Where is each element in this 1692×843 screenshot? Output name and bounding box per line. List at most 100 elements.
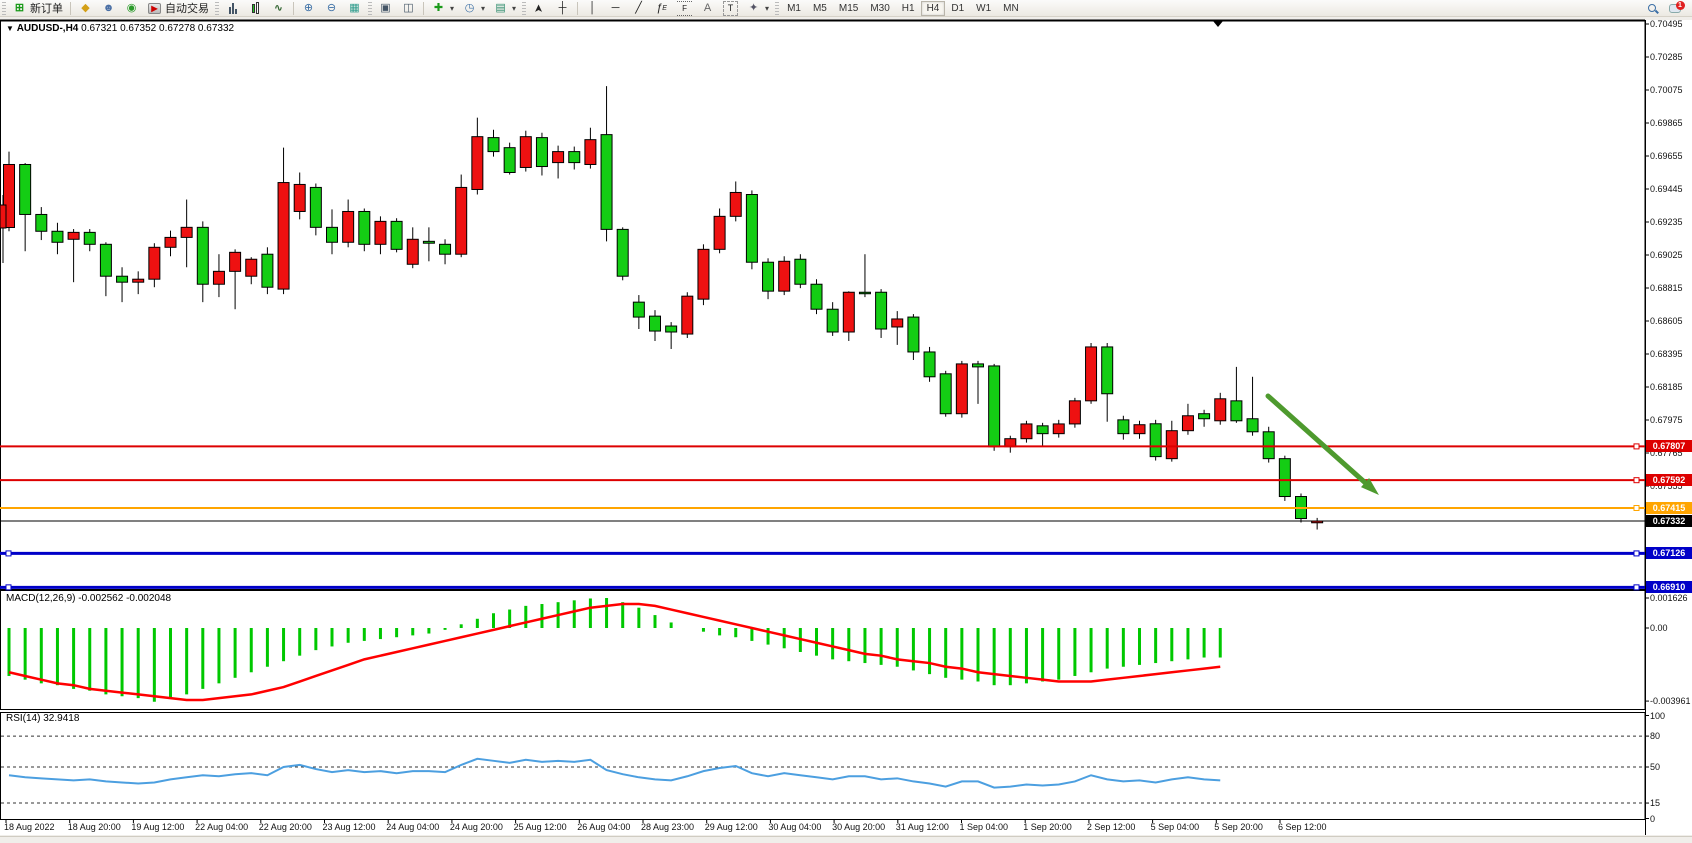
price-badge-resistance-1: 0.67807 [1646,440,1692,453]
template-icon: ▤ [495,1,506,14]
price-badge-target-1: 0.67126 [1646,547,1692,560]
text-label-button[interactable]: T [719,0,742,16]
auto-trading-icon: ▶ [147,1,162,16]
macd-label: MACD(12,26,9) -0.002562 -0.002048 [6,593,172,604]
rsi-label: RSI(14) 32.9418 [6,713,80,724]
text-button[interactable]: A [696,1,719,16]
one-click-expander-icon[interactable]: ▼ [6,24,14,33]
horizontal-line-icon: ─ [611,1,620,14]
trendline-button[interactable]: ╱ [627,1,650,16]
hline-handle-right[interactable] [1633,443,1640,450]
zoom-in-button[interactable]: ⊕ [297,1,320,16]
horizontal-line-button[interactable]: ─ [604,1,627,16]
chevron-down-icon: ▾ [765,3,770,13]
bar-chart-button[interactable] [221,1,244,16]
candle-chart-button[interactable] [244,1,267,16]
vertical-line-button[interactable]: │ [581,1,604,16]
price-tick: 0.68815 [1650,283,1683,293]
auto-scroll-icon: ▣ [380,1,391,14]
hline-handle-right[interactable] [1633,584,1640,591]
time-tick: 26 Aug 04:00 [577,822,631,832]
price-tick: 0.70495 [1650,19,1683,29]
rsi-tick: 100 [1650,710,1666,721]
price-badge-resistance-2: 0.67592 [1646,474,1692,487]
hline-handle-right[interactable] [1633,505,1640,511]
auto-scroll-button[interactable]: ▣ [374,1,397,16]
periods-button[interactable]: ◷ ▾ [458,1,489,16]
time-tick: 5 Sep 20:00 [1214,822,1263,832]
shift-marker-icon[interactable] [1213,21,1223,27]
notifications-button[interactable]: 1 [1663,0,1686,16]
hline-handle-left[interactable] [5,584,12,591]
zoom-out-icon: ⊖ [326,1,337,14]
bar-chart-icon [225,1,240,16]
hline-handle-right[interactable] [1633,477,1640,484]
time-tick: 18 Aug 2022 [4,822,55,832]
new-order-icon: ⊞ [14,1,25,14]
profiles-button[interactable]: ☻ [97,1,120,16]
macd-tick: 0.00 [1650,623,1668,633]
line-chart-icon: ∿ [274,2,283,14]
arrow-annotation[interactable] [1265,393,1379,495]
timeframe-h1[interactable]: H1 [901,2,915,14]
price-tick: 0.68395 [1650,349,1683,359]
timeframe-w1[interactable]: W1 [976,2,992,14]
time-tick: 1 Sep 04:00 [959,822,1009,832]
time-tick: 22 Aug 20:00 [258,822,312,832]
timeframe-m30[interactable]: M30 [870,2,890,14]
new-order-button[interactable]: ⊞ 新订单 [8,1,67,16]
macd-histogram [7,598,1222,702]
price-tick: 0.69235 [1650,217,1683,227]
timeframe-m15[interactable]: M15 [838,2,859,14]
text-label-icon: T [723,0,739,16]
timeframe-m1[interactable]: M1 [787,2,801,14]
time-tick: 24 Aug 20:00 [449,822,503,832]
fibonacci-button[interactable]: F [673,0,696,16]
new-order-label: 新订单 [30,3,63,15]
time-tick: 18 Aug 20:00 [67,822,121,832]
candlestick-icon [248,1,263,16]
crosshair-icon: ┼ [558,1,567,14]
rsi-tick: 0 [1650,813,1656,824]
time-tick: 5 Sep 04:00 [1150,822,1200,832]
styler-button[interactable]: ◆ [74,1,97,16]
chat-icon: 1 [1667,0,1685,16]
tile-windows-button[interactable]: ▦ [343,1,366,16]
symbol-period-label: AUDUSD-,H4 [16,23,79,34]
status-strip [0,836,1692,843]
hline-handle-left[interactable] [5,550,12,557]
timeframe-m5[interactable]: M5 [812,2,827,14]
templates-button[interactable]: ▤ ▾ [489,1,520,16]
toolbar-grip[interactable] [2,1,6,15]
ohlc-values: 0.67321 0.67352 0.67278 0.67332 [81,23,235,34]
zoom-out-button[interactable]: ⊖ [320,1,343,16]
arrows-button[interactable]: ✦ ▾ [742,1,773,16]
crosshair-button[interactable]: ┼ [551,1,574,16]
timeframe-mn[interactable]: MN [1003,2,1019,14]
rsi-tick: 50 [1650,762,1661,772]
line-chart-button[interactable]: ∿ [267,1,290,16]
price-tick: 0.70075 [1650,85,1683,95]
hline-handle-right[interactable] [1633,550,1640,557]
timeframe-d1[interactable]: D1 [951,2,965,14]
signals-button[interactable]: ◉ [120,1,143,16]
indicators-add-icon: ✚ [433,1,444,14]
candles-layer[interactable] [3,86,1324,530]
tile-windows-icon: ▦ [349,1,360,14]
timeframe-h4[interactable]: H4 [920,0,946,16]
rsi-line [8,757,1221,789]
auto-trading-button[interactable]: ▶ 自动交易 [143,1,213,16]
chart-shift-button[interactable]: ◫ [397,1,420,16]
time-tick: 28 Aug 23:00 [641,822,695,832]
chart-background [0,20,1692,835]
chevron-down-icon: ▾ [481,3,486,13]
indicators-button[interactable]: ✚ ▾ [427,1,458,16]
signal-icon: ◉ [126,1,137,14]
search-button[interactable] [1640,1,1663,16]
notification-badge: 1 [1675,0,1685,10]
time-tick: 30 Aug 20:00 [832,822,886,832]
clipped-candle-body [0,204,7,229]
